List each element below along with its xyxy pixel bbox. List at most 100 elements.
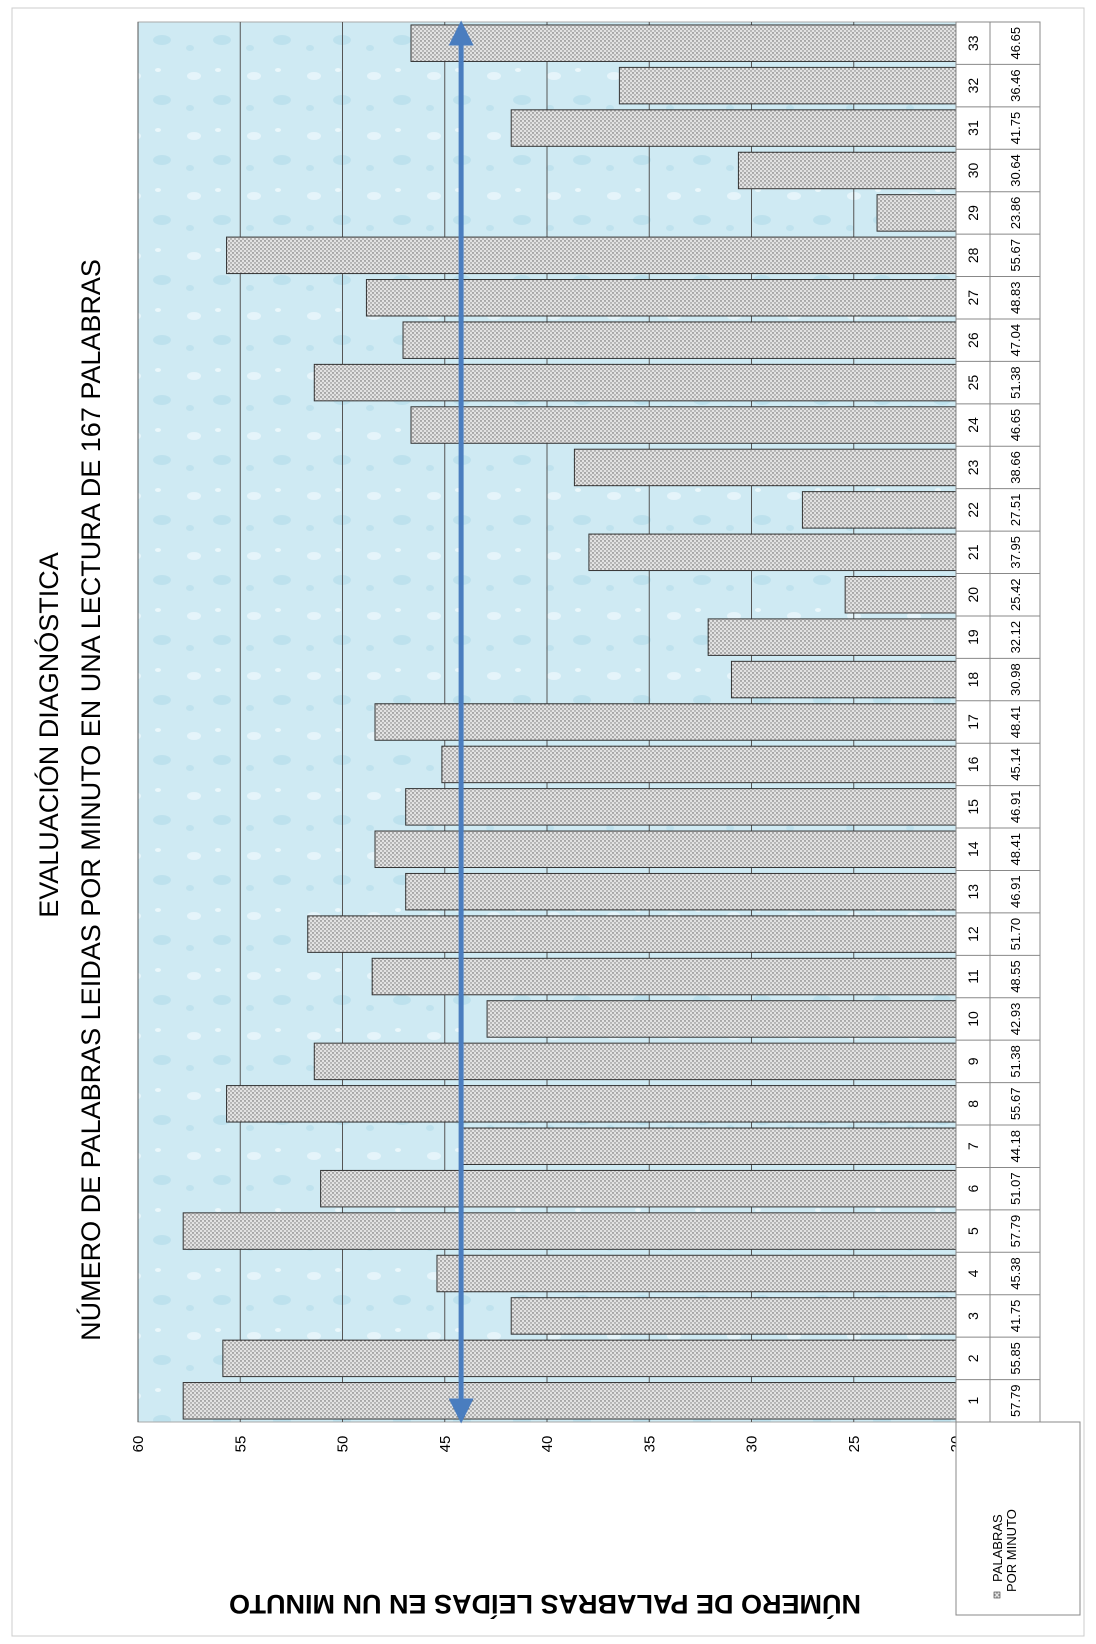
category-label: 17: [965, 714, 981, 730]
row-label-line2: POR MINUTO: [1004, 1509, 1019, 1592]
category-label: 6: [965, 1185, 981, 1193]
data-value-label: 38.66: [1008, 451, 1023, 484]
category-label: 16: [965, 756, 981, 772]
data-table-row-label: PALABRAS POR MINUTO: [990, 1509, 1019, 1599]
y-tick-label: 35: [641, 1436, 658, 1453]
data-value-label: 45.38: [1008, 1257, 1023, 1290]
bar: [182, 1212, 957, 1250]
category-label: 33: [965, 35, 981, 51]
data-value-label: 57.79: [1008, 1215, 1023, 1248]
data-value-label: 25.42: [1008, 578, 1023, 611]
category-label: 27: [965, 290, 981, 306]
category-label: 31: [965, 120, 981, 136]
chart-title: EVALUACIÓN DIAGNÓSTICA: [33, 552, 64, 918]
bar: [410, 406, 957, 444]
bar: [365, 279, 957, 317]
data-value-label: 57.79: [1008, 1385, 1023, 1418]
data-value-label: 23.86: [1008, 197, 1023, 230]
category-label: 15: [965, 799, 981, 815]
bar: [461, 1127, 957, 1165]
category-label: 4: [965, 1269, 981, 1277]
data-value-label: 55.67: [1008, 1088, 1023, 1121]
chart-subtitle: NÚMERO DE PALABRAS LEIDAS POR MINUTO EN …: [75, 259, 106, 1341]
bar: [402, 321, 957, 359]
data-value-label: 48.55: [1008, 960, 1023, 993]
data-value-label: 44.18: [1008, 1130, 1023, 1163]
data-value-label: 37.95: [1008, 536, 1023, 569]
category-label: 26: [965, 332, 981, 348]
data-value-label: 27.51: [1008, 494, 1023, 527]
category-label: 21: [965, 544, 981, 560]
category-label: 23: [965, 459, 981, 475]
category-label: 30: [965, 162, 981, 178]
bar: [307, 915, 957, 953]
category-label: 24: [965, 417, 981, 433]
data-table-body: [955, 21, 1041, 1423]
category-label: 9: [965, 1057, 981, 1065]
bar: [801, 491, 957, 529]
data-value-label: 48.83: [1008, 281, 1023, 314]
bar: [730, 660, 957, 699]
bar: [182, 1382, 957, 1420]
row-label-line1: PALABRAS: [990, 1514, 1005, 1582]
bar: [410, 24, 957, 62]
bar: [573, 448, 957, 487]
data-value-label: 46.65: [1008, 409, 1023, 442]
data-value-label: 55.85: [1008, 1342, 1023, 1375]
category-label: 19: [965, 629, 981, 645]
category-label: 20: [965, 587, 981, 603]
bar: [226, 1085, 957, 1123]
category-label: 1: [965, 1397, 981, 1405]
category-label: 12: [965, 926, 981, 942]
bar: [707, 618, 957, 656]
y-tick-label: 55: [232, 1436, 249, 1453]
bar: [618, 66, 957, 105]
data-value-label: 51.38: [1008, 366, 1023, 399]
bar: [313, 1042, 957, 1081]
y-tick-label: 45: [437, 1436, 454, 1453]
bar: [226, 236, 957, 275]
category-label: 10: [965, 1011, 981, 1027]
y-tick-label: 60: [130, 1436, 147, 1453]
category-label: 28: [965, 247, 981, 263]
bar: [876, 194, 957, 232]
bar: [436, 1254, 957, 1293]
category-label: 29: [965, 205, 981, 221]
category-label: 8: [965, 1100, 981, 1108]
data-value-label: 47.04: [1008, 324, 1023, 357]
bar: [737, 151, 957, 190]
legend-swatch: [993, 1591, 1001, 1599]
bar: [510, 109, 957, 147]
bar: [844, 575, 957, 614]
bar: [588, 533, 957, 572]
y-tick-label: 40: [539, 1436, 556, 1453]
category-label: 18: [965, 672, 981, 688]
data-table: 1 57.79 2 55.85 3 41.75 4 45.38 5 57.79 6 51.07 7 44.…: [955, 21, 1081, 1616]
category-label: 3: [965, 1312, 981, 1320]
category-label: 2: [965, 1354, 981, 1362]
data-value-label: 46.91: [1008, 791, 1023, 824]
bar: [510, 1297, 957, 1335]
category-label: 22: [965, 502, 981, 518]
data-value-label: 45.14: [1008, 748, 1023, 781]
y-axis-label: NÚMERO DE PALABRAS LEÍDAS EN UN MINUTO: [229, 1589, 861, 1620]
category-label: 14: [965, 841, 981, 857]
data-value-label: 48.41: [1008, 706, 1023, 739]
data-value-label: 48.41: [1008, 833, 1023, 866]
data-value-label: 46.65: [1008, 27, 1023, 60]
y-tick-label: 30: [744, 1436, 761, 1453]
bar: [441, 745, 957, 784]
data-value-label: 51.07: [1008, 1172, 1023, 1205]
category-label: 5: [965, 1227, 981, 1235]
bar: [222, 1339, 957, 1378]
bar: [405, 788, 957, 826]
data-value-label: 55.67: [1008, 239, 1023, 272]
data-table-header-cell: [955, 1421, 1081, 1616]
data-value-label: 46.91: [1008, 875, 1023, 908]
data-value-label: 30.98: [1008, 663, 1023, 696]
data-value-label: 30.64: [1008, 154, 1023, 187]
data-value-label: 41.75: [1008, 112, 1023, 145]
category-label: 32: [965, 78, 981, 94]
category-label: 13: [965, 884, 981, 900]
